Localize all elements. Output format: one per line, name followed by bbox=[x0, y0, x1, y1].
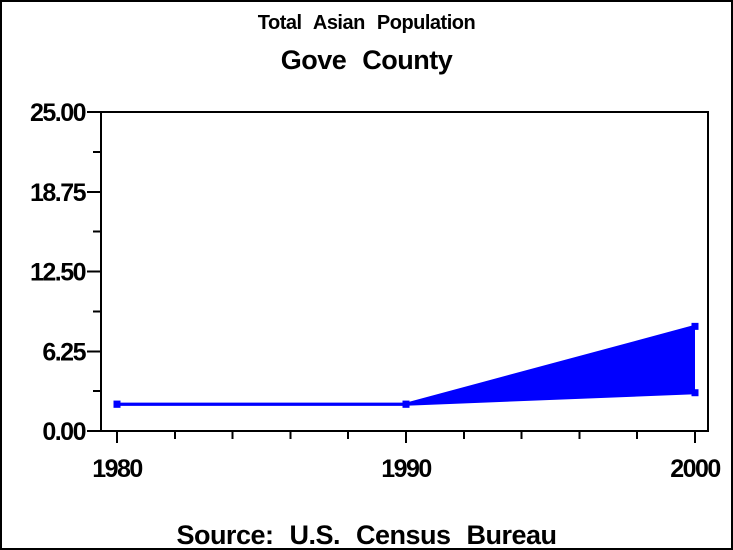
x-axis-tick-label: 1980 bbox=[92, 455, 142, 483]
y-axis-tick-label: 6.25 bbox=[42, 338, 86, 366]
x-axis-tick-label: 1990 bbox=[381, 455, 431, 483]
data-point-marker bbox=[402, 400, 410, 408]
population-band bbox=[117, 326, 695, 405]
y-axis-tick-label: 18.75 bbox=[30, 179, 87, 207]
y-axis-tick-label: 0.00 bbox=[42, 418, 85, 446]
data-point-marker bbox=[691, 322, 699, 330]
x-axis-tick-label: 2000 bbox=[670, 455, 720, 483]
chart-subtitle: Gove County bbox=[280, 45, 453, 75]
chart-title: Total Asian Population bbox=[257, 12, 476, 34]
data-point-marker bbox=[691, 389, 699, 397]
y-axis-tick-label: 25.00 bbox=[30, 99, 86, 127]
data-point-marker bbox=[113, 400, 121, 408]
source-note: Source: U.S. Census Bureau bbox=[176, 520, 557, 550]
y-axis-tick-label: 12.50 bbox=[30, 259, 86, 287]
